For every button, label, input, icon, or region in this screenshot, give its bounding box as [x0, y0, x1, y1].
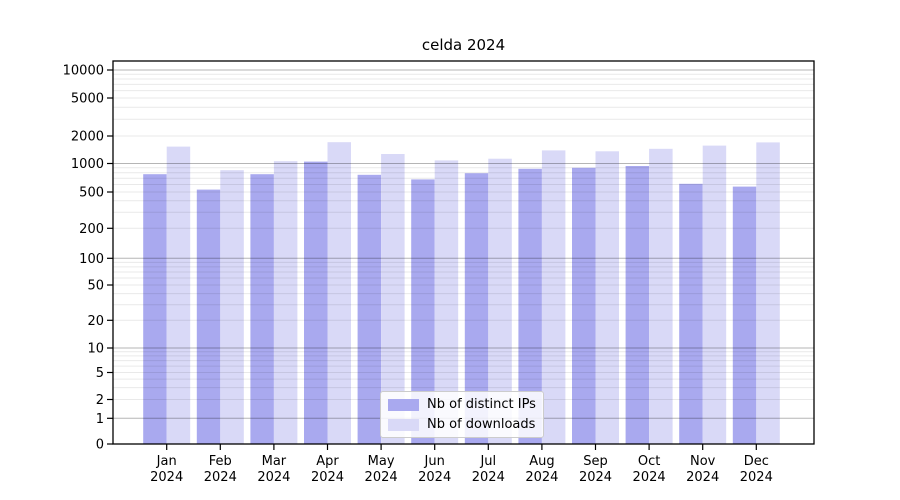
x-tick-label-year: 2024: [740, 470, 773, 485]
bar-distinct-ips-jul: [464, 173, 489, 444]
y-tick-label: 500: [79, 186, 104, 201]
y-tick-label: 2000: [71, 130, 104, 145]
legend-swatch-distinct-ips: [388, 398, 419, 411]
bar-downloads-jun: [434, 160, 459, 444]
y-tick-label: 1000: [71, 157, 104, 172]
x-tick-label-year: 2024: [150, 470, 183, 485]
legend-item-downloads: Nb of downloads: [388, 417, 535, 432]
y-tick-label: 5: [96, 366, 104, 381]
x-tick-label-year: 2024: [579, 470, 612, 485]
bar-distinct-ips-may: [357, 174, 382, 445]
bar-distinct-ips-oct: [625, 166, 650, 444]
bar-downloads-aug: [541, 150, 566, 444]
x-tick-label-month: Dec: [744, 454, 769, 469]
y-tick-label: 10: [87, 342, 104, 357]
bar-downloads-dec: [756, 142, 780, 444]
x-tick-label-month: Apr: [316, 454, 339, 469]
x-tick-label-year: 2024: [204, 470, 237, 485]
legend-label-downloads: Nb of downloads: [427, 417, 536, 432]
y-tick-label: 200: [79, 222, 104, 237]
legend-label-distinct-ips: Nb of distinct IPs: [427, 397, 536, 412]
bar-downloads-feb: [220, 170, 244, 444]
bar-downloads-apr: [327, 142, 351, 444]
x-tick-label-year: 2024: [633, 470, 666, 485]
y-tick-label: 10000: [63, 64, 104, 79]
bar-distinct-ips-mar: [250, 174, 274, 444]
bar-distinct-ips-nov: [679, 183, 703, 445]
x-tick-label-year: 2024: [525, 470, 558, 485]
bar-distinct-ips-apr: [304, 161, 328, 444]
y-tick-label: 1: [96, 412, 104, 427]
bar-distinct-ips-dec: [732, 186, 757, 444]
bar-downloads-jul: [488, 158, 512, 444]
bar-distinct-ips-aug: [518, 168, 542, 445]
y-tick-label: 100: [79, 252, 104, 267]
x-tick-label-month: Jan: [156, 454, 177, 469]
y-tick-label: 5000: [71, 92, 104, 107]
x-tick-label-year: 2024: [365, 470, 398, 485]
bar-distinct-ips-sep: [572, 167, 596, 445]
legend: Nb of distinct IPs Nb of downloads: [380, 391, 544, 438]
x-tick-label-month: Sep: [583, 454, 608, 469]
x-tick-label-month: May: [368, 454, 395, 469]
y-tick-label: 20: [87, 314, 104, 329]
y-tick-label: 50: [87, 279, 104, 294]
x-tick-label-month: Feb: [209, 454, 232, 469]
bar-downloads-mar: [273, 161, 298, 444]
x-tick-label-year: 2024: [418, 470, 451, 485]
x-tick-label-month: Nov: [690, 454, 716, 469]
x-tick-label-month: Oct: [638, 454, 660, 469]
bar-downloads-oct: [649, 148, 673, 445]
chart-title: celda 2024: [421, 36, 506, 54]
legend-swatch-downloads: [388, 418, 419, 431]
x-tick-label-year: 2024: [686, 470, 719, 485]
y-tick-label: 0: [96, 438, 104, 453]
x-tick-label-year: 2024: [311, 470, 344, 485]
y-tick-label: 2: [96, 393, 104, 408]
bar-downloads-sep: [595, 151, 619, 445]
plot-border: [112, 60, 815, 445]
bar-distinct-ips-jun: [411, 179, 435, 444]
x-tick-label-year: 2024: [472, 470, 505, 485]
legend-item-distinct-ips: Nb of distinct IPs: [388, 397, 536, 412]
bar-downloads-nov: [702, 145, 727, 444]
x-tick-label-month: Jun: [424, 454, 445, 469]
x-tick-label-month: Jul: [479, 454, 496, 469]
x-tick-label-year: 2024: [257, 470, 290, 485]
x-tick-label-month: Mar: [262, 454, 287, 469]
x-tick-label-month: Aug: [529, 454, 554, 469]
bar-downloads-may: [381, 154, 405, 444]
bar-distinct-ips-feb: [196, 189, 221, 444]
bar-distinct-ips-jan: [143, 174, 167, 444]
bar-downloads-jan: [166, 146, 191, 444]
